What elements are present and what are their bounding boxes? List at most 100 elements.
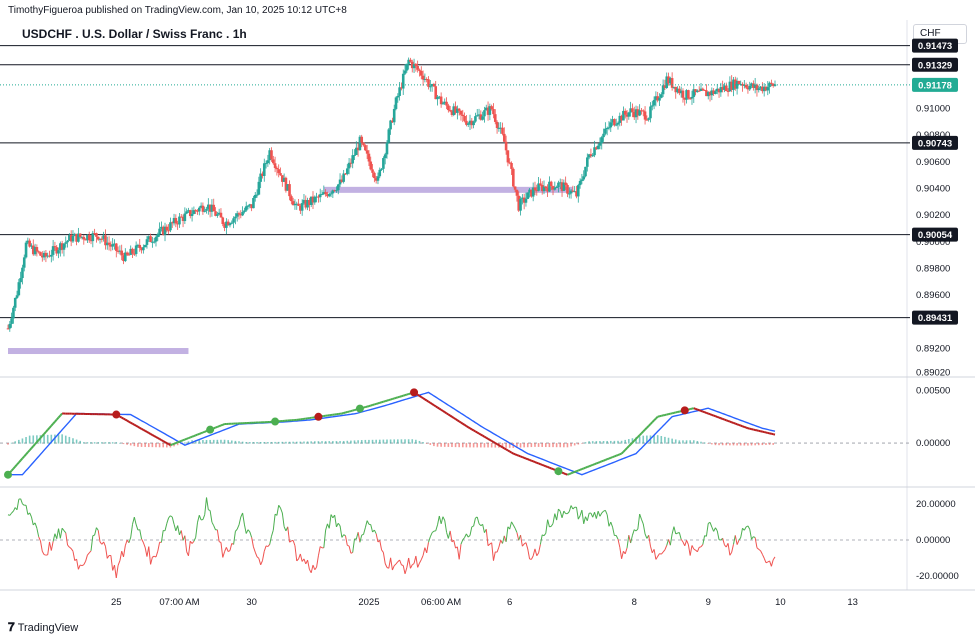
oscillator-line-segment: [401, 394, 404, 398]
level-badge: [912, 38, 958, 53]
oscillator-line-segment: [54, 418, 58, 423]
momentum-line-segment: [361, 533, 364, 536]
candle-body: [634, 109, 638, 118]
time-tick-label: 6: [507, 597, 512, 608]
momentum-line-segment: [227, 550, 231, 553]
candle-body: [580, 179, 584, 181]
time-tick-label: 30: [246, 597, 257, 608]
momentum-line-segment: [213, 525, 217, 531]
oscillator-line-segment: [404, 393, 408, 397]
candle-body: [611, 119, 614, 123]
candle-body: [241, 212, 244, 216]
momentum-line-segment: [193, 537, 197, 542]
candle-body: [391, 120, 394, 123]
candle-body: [311, 196, 315, 203]
momentum-line-segment: [420, 555, 424, 560]
momentum-line-segment: [58, 528, 61, 539]
momentum-line-segment: [148, 546, 152, 565]
candle-body: [732, 79, 735, 90]
candle-body: [336, 184, 340, 191]
momentum-line-segment: [458, 544, 462, 560]
histogram-bar: [151, 443, 154, 448]
level-badge: [912, 57, 958, 72]
oscillator-line-segment: [478, 432, 482, 436]
histogram-bar: [314, 441, 316, 444]
oscillator-line-segment: [576, 469, 579, 473]
momentum-line-segment: [187, 541, 191, 556]
oscillator-line-segment: [577, 468, 581, 472]
histogram-bar: [537, 443, 540, 447]
momentum-line-segment: [471, 525, 474, 528]
oscillator-line-segment: [585, 466, 588, 469]
candle-body: [62, 243, 66, 250]
oscillator-line-segment: [43, 431, 47, 435]
oscillator-line-segment: [119, 415, 123, 419]
oscillator-line-segment: [46, 427, 51, 431]
momentum-line-segment: [69, 546, 72, 549]
momentum-line-segment: [251, 537, 254, 547]
histogram-bar: [563, 443, 565, 448]
candle-body: [279, 173, 282, 176]
candle-body: [318, 194, 322, 198]
candle-body: [235, 213, 239, 217]
candle-body: [129, 248, 133, 255]
momentum-line-segment: [110, 555, 114, 571]
momentum-line-segment: [79, 564, 83, 567]
candle-body: [575, 191, 578, 197]
candle-body: [196, 210, 199, 212]
oscillator-line-segment: [633, 438, 637, 442]
candle-body: [188, 210, 192, 217]
histogram-bar: [407, 439, 410, 444]
oscillator-line-segment: [520, 455, 523, 459]
oscillator-line-segment: [482, 434, 485, 438]
oscillator-line-segment: [32, 443, 36, 447]
candle-body: [647, 118, 650, 120]
momentum-line-segment: [671, 526, 675, 535]
momentum-line-segment: [456, 546, 460, 560]
momentum-line-segment: [743, 526, 747, 531]
histogram-bar: [378, 439, 381, 444]
histogram-bar: [267, 442, 269, 444]
histogram-bar: [36, 435, 38, 444]
candle-body: [364, 145, 367, 151]
histogram-bar: [86, 442, 89, 444]
candle-body: [335, 190, 338, 192]
histogram-bar: [613, 440, 616, 444]
momentum-line-segment: [50, 541, 54, 551]
candle-body: [762, 86, 766, 92]
candle-body: [459, 110, 463, 115]
oscillator-line-segment: [552, 468, 556, 471]
momentum-line-segment: [130, 524, 134, 538]
tradingview-logo-icon[interactable]: 𝟕: [8, 620, 15, 634]
oscillator-line-segment: [715, 415, 718, 418]
oscillator-line-segment: [30, 445, 35, 449]
candle-body: [753, 84, 757, 88]
candle-body: [380, 168, 383, 170]
momentum-line-segment: [343, 534, 346, 537]
oscillator-line-segment: [406, 393, 409, 396]
momentum-line-segment: [738, 537, 742, 541]
level-badge: [912, 310, 958, 325]
candle-body: [6, 328, 10, 330]
candle-body: [744, 84, 748, 88]
momentum-line-segment: [61, 527, 65, 531]
oscillator-line-segment: [716, 415, 720, 419]
momentum-line-segment: [197, 515, 200, 523]
candle-body: [42, 252, 46, 258]
momentum-line-segment: [195, 522, 198, 538]
momentum-line-segment: [586, 513, 590, 521]
time-tick-label: 8: [632, 597, 637, 608]
candle-body: [205, 208, 208, 211]
candle-body: [104, 235, 107, 246]
candle-body: [427, 79, 430, 87]
candle-body: [28, 240, 31, 247]
crossover-marker: [112, 410, 121, 419]
candle-body: [540, 185, 544, 192]
histogram-bar: [411, 439, 414, 444]
momentum-line-segment: [384, 563, 388, 568]
candle-body: [506, 150, 510, 163]
candle-body: [109, 244, 113, 247]
candle-body: [234, 216, 237, 219]
momentum-line-segment: [72, 551, 76, 561]
